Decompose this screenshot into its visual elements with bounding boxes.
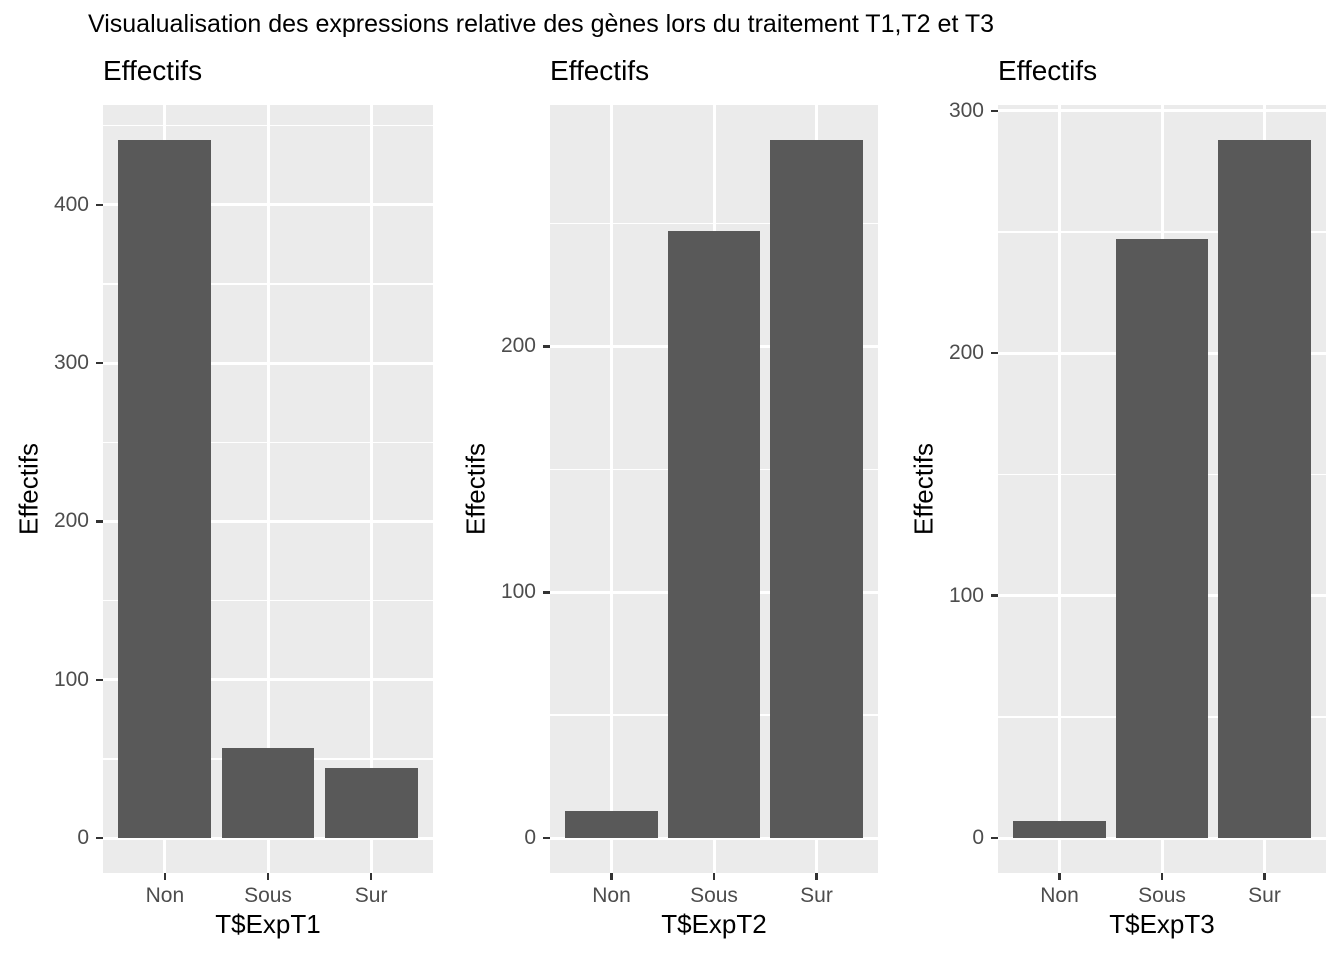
panel-plot-area-t2 — [550, 105, 878, 873]
bar-sous — [1115, 239, 1209, 839]
main-title: Visualualisation des expressions relativ… — [88, 10, 995, 38]
y-tick-label: 0 — [972, 826, 984, 850]
x-tick-label-sous: Sous — [244, 884, 292, 907]
bar-non — [1013, 821, 1106, 839]
panel-title-t3: Effectifs — [998, 55, 1098, 86]
bar-non — [118, 139, 212, 839]
y-tick-mark — [95, 361, 103, 365]
bar-sous — [221, 747, 315, 839]
bar-non — [565, 811, 658, 839]
bar-sur — [1218, 139, 1311, 839]
y-tick-label: 200 — [53, 509, 89, 533]
x-tick-label-sur: Sur — [800, 884, 833, 907]
y-tick-label: 100 — [948, 583, 984, 607]
x-tick-mark — [610, 873, 613, 880]
bar-sous — [667, 230, 761, 839]
y-tick-mark — [95, 836, 103, 840]
x-tick-mark — [1263, 873, 1266, 880]
bar-sur — [770, 139, 863, 839]
gridline-major-vertical — [1058, 105, 1061, 873]
x-tick-mark — [712, 873, 716, 880]
y-tick-label: 300 — [948, 98, 984, 122]
y-tick-label: 300 — [53, 351, 89, 375]
y-tick-mark — [990, 109, 998, 113]
y-tick-label: 0 — [524, 826, 536, 850]
y-tick-label: 200 — [948, 341, 984, 365]
x-tick-label-non: Non — [592, 884, 631, 907]
x-tick-label-non: Non — [145, 884, 185, 907]
y-tick-mark — [95, 520, 103, 523]
x-tick-mark — [266, 873, 270, 880]
y-tick-label: 400 — [53, 192, 89, 216]
gridline-major-vertical — [369, 105, 373, 873]
y-tick-mark — [95, 678, 103, 682]
bar-sur — [324, 768, 418, 839]
y-tick-label: 100 — [53, 667, 89, 691]
x-tick-label-sous: Sous — [690, 884, 738, 907]
x-axis-title-t3: T$ExpT3 — [1109, 909, 1215, 939]
y-tick-mark — [542, 591, 550, 594]
y-tick-label: 0 — [77, 826, 89, 850]
x-tick-mark — [1058, 873, 1061, 880]
x-tick-label-sous: Sous — [1138, 884, 1186, 907]
x-tick-label-non: Non — [1040, 884, 1079, 907]
y-tick-label: 200 — [500, 334, 536, 358]
y-tick-mark — [542, 345, 550, 348]
gridline-major-vertical — [266, 105, 270, 873]
x-axis-title-t1: T$ExpT1 — [215, 909, 321, 939]
y-tick-mark — [95, 203, 103, 207]
gridline-major-vertical — [610, 105, 613, 873]
panel-title-t2: Effectifs — [550, 55, 650, 86]
x-axis-title-t2: T$ExpT2 — [661, 909, 767, 939]
y-tick-mark — [990, 351, 998, 355]
x-tick-mark — [1160, 873, 1164, 880]
x-tick-mark — [369, 873, 373, 880]
y-tick-mark — [542, 836, 550, 840]
y-axis-title-t3: Effectifs — [908, 442, 939, 536]
y-axis-title-t2: Effectifs — [460, 442, 491, 536]
x-tick-label-sur: Sur — [354, 884, 388, 907]
y-tick-mark — [990, 594, 998, 597]
x-tick-mark — [815, 873, 818, 880]
panel-plot-area-t3 — [998, 105, 1326, 873]
y-tick-label: 100 — [500, 580, 536, 604]
y-tick-mark — [990, 836, 998, 840]
panel-plot-area-t1 — [103, 105, 433, 873]
x-tick-label-sur: Sur — [1248, 884, 1281, 907]
x-tick-mark — [163, 873, 167, 880]
panel-title-t1: Effectifs — [103, 55, 203, 86]
